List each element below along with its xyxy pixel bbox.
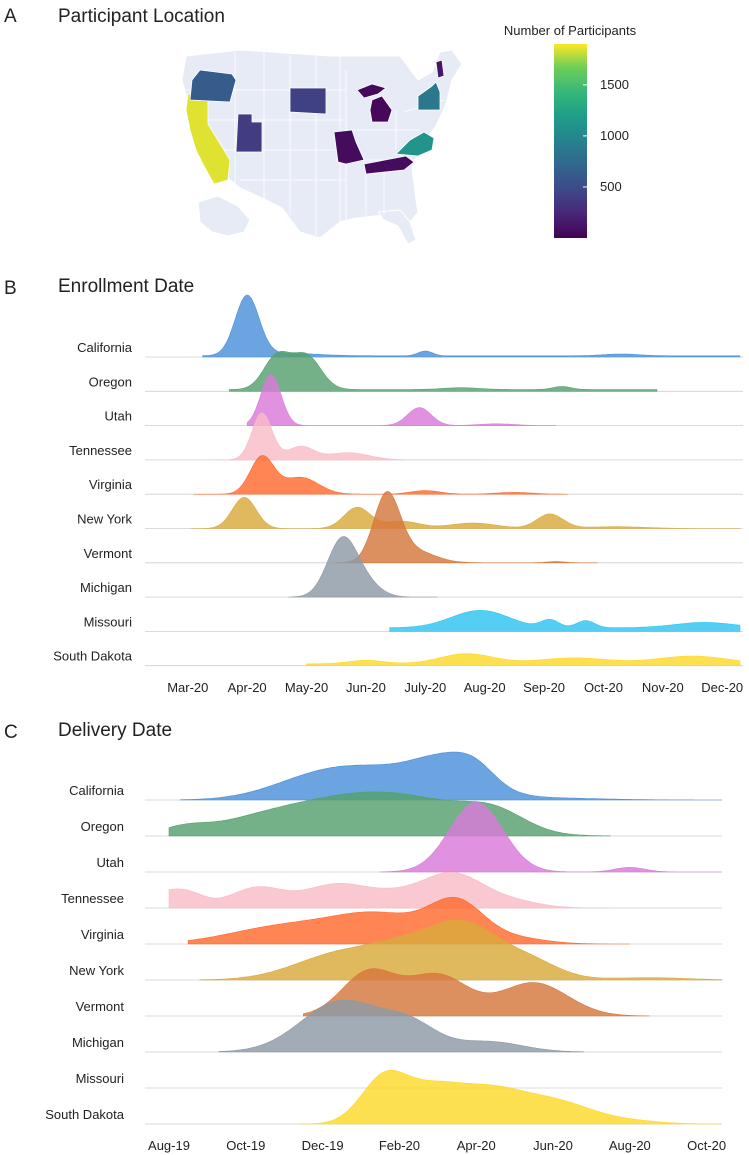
row-label: Oregon [81,819,124,834]
x-tick-label: Oct-20 [687,1138,726,1153]
colorbar-title: Number of Participants [504,23,637,38]
row-label: Virginia [81,927,125,942]
row-label: Michigan [80,580,132,595]
x-tick-label: Mar-20 [167,680,208,695]
us-land [181,49,463,239]
panel-c: C Delivery Date California Oregon Utah Tenn… [4,720,726,1153]
colorbar-tick-label: 1000 [600,128,629,143]
row-label: Vermont [84,546,133,561]
row-label: New York [77,512,132,527]
row-label: Missouri [84,614,133,629]
panel-b-title: Enrollment Date [58,276,194,297]
x-tick-label: Aug-20 [609,1138,651,1153]
alaska-land [197,195,251,237]
state-virginia [395,131,435,157]
x-tick-label: Aug-20 [464,680,506,695]
state-tennessee [363,155,415,175]
ridge-virginia [187,897,630,945]
ridge-utah [246,374,556,426]
x-tick-label: Aug-19 [148,1138,190,1153]
us-map [181,49,463,245]
x-tick-label: Jun-20 [533,1138,573,1153]
row-label: Utah [97,855,124,870]
x-tick-label: Dec-19 [302,1138,344,1153]
state-utah [235,113,263,153]
row-label: Michigan [72,1035,124,1050]
x-tick-label: Apr-20 [457,1138,496,1153]
ridge-missouri [389,610,741,632]
ridge-vermont [336,491,598,564]
row-label: Oregon [89,374,132,389]
x-tick-label: Feb-20 [379,1138,420,1153]
ridge-new-york [199,919,723,981]
ridge-michigan [218,999,585,1053]
row-label: South Dakota [53,649,133,664]
x-tick-label: July-20 [404,680,446,695]
colorbar-gradient [554,44,587,238]
ridge-tennessee [211,412,485,461]
row-label: Virginia [89,477,133,492]
row-label: Tennessee [69,443,132,458]
x-tick-label: Dec-20 [701,680,743,695]
ridge-new-york [190,497,740,529]
ridge-utah [379,802,722,873]
state-south-dakota [289,87,327,115]
row-label: Tennessee [61,891,124,906]
x-tick-label: Jun-20 [346,680,386,695]
x-tick-label: Nov-20 [642,680,684,695]
ridge-vermont [303,968,650,1017]
row-label: New York [69,963,124,978]
state-oregon [189,69,237,103]
panel-b-letter: B [4,278,17,299]
ridge-virginia [193,455,568,495]
colorbar-tick-label: 1500 [600,77,629,92]
x-tick-label: Apr-20 [228,680,267,695]
panel-c-title: Delivery Date [58,720,172,741]
state-california [185,93,231,185]
x-tick-label: May-20 [285,680,328,695]
colorbar: Number of Participants 500 1000 1500 [504,23,637,238]
state-missouri [333,129,365,165]
x-tick-label: Oct-19 [226,1138,265,1153]
panel-b: B Enrollment Date California Oregon Utah Te… [4,276,743,695]
ridge-south-dakota [299,1070,722,1125]
state-grid [186,52,445,235]
panel-a: A Participant Location [4,6,637,245]
row-label: California [69,783,125,798]
enrollment-ridgeline: California Oregon Utah Tennessee Virginia New… [53,294,743,695]
panel-a-letter: A [4,6,17,27]
ridge-california [180,751,722,801]
x-tick-label: Sep-20 [523,680,565,695]
panel-c-letter: C [4,722,18,743]
state-vermont [435,59,445,79]
ridge-tennessee [168,872,611,909]
row-label: Vermont [76,999,125,1014]
ridge-south-dakota [306,653,741,666]
row-label: California [77,340,133,355]
x-tick-label: Oct-20 [584,680,623,695]
florida-land [377,209,417,245]
row-label: Utah [105,409,132,424]
delivery-ridgeline: California Oregon Utah Tennessee Virginia New… [45,751,726,1153]
colorbar-tick-label: 500 [600,179,622,194]
state-michigan [356,83,393,123]
panel-a-title: Participant Location [58,6,225,27]
ridge-michigan [288,536,438,598]
ridge-california [202,294,741,358]
colorbar-ticks: 500 1000 1500 [583,77,629,194]
state-new-york [417,81,441,111]
row-label: South Dakota [45,1107,125,1122]
row-label: Missouri [76,1071,125,1086]
